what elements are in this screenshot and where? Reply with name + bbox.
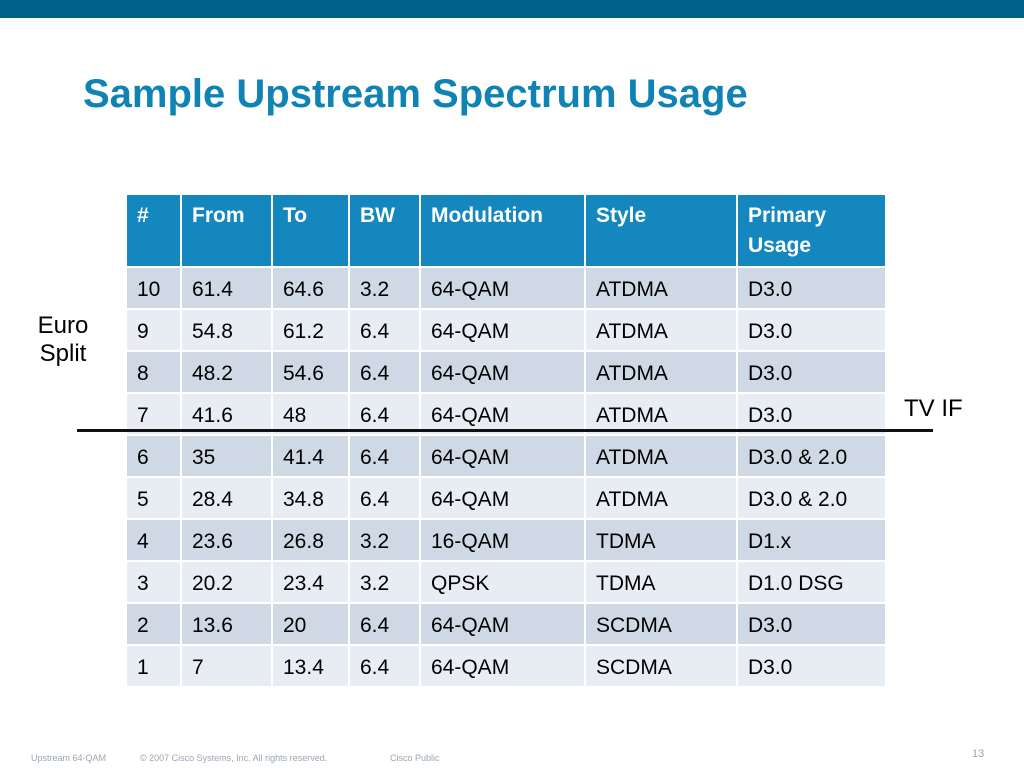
cell-modulation: 64-QAM <box>419 392 586 436</box>
cell-modulation: 64-QAM <box>419 308 586 352</box>
cell-style: ATDMA <box>584 350 738 394</box>
cell-bw: 6.4 <box>348 434 421 478</box>
cell-to: 48 <box>271 392 350 436</box>
cell-primary-usage: D1.0 DSG <box>736 560 887 604</box>
cell-modulation: QPSK <box>419 560 586 604</box>
table-row: 4 23.6 26.8 3.2 16-QAM TDMA D1.x <box>125 518 887 562</box>
table-row: 7 41.6 48 6.4 64-QAM ATDMA D3.0 <box>125 392 887 436</box>
cell-style: ATDMA <box>584 476 738 520</box>
header-modulation: Modulation <box>419 193 586 268</box>
table-row: 2 13.6 20 6.4 64-QAM SCDMA D3.0 <box>125 602 887 646</box>
cell-number: 3 <box>125 560 182 604</box>
header-bw: BW <box>348 193 421 268</box>
cell-from: 41.6 <box>180 392 273 436</box>
cell-primary-usage: D1.x <box>736 518 887 562</box>
footer-classification: Cisco Public <box>390 753 440 763</box>
euro-split-label: Euro Split <box>37 312 89 367</box>
cell-bw: 6.4 <box>348 644 421 688</box>
table-row: 6 35 41.4 6.4 64-QAM ATDMA D3.0 & 2.0 <box>125 434 887 478</box>
cell-from: 35 <box>180 434 273 478</box>
slide-title: Sample Upstream Spectrum Usage <box>83 72 748 116</box>
cell-modulation: 64-QAM <box>419 644 586 688</box>
cell-primary-usage: D3.0 <box>736 644 887 688</box>
cell-style: SCDMA <box>584 602 738 646</box>
cell-from: 61.4 <box>180 266 273 310</box>
table-row: 5 28.4 34.8 6.4 64-QAM ATDMA D3.0 & 2.0 <box>125 476 887 520</box>
header-primary-usage: Primary Usage <box>736 193 887 268</box>
cell-bw: 3.2 <box>348 266 421 310</box>
tv-if-label: TV IF <box>904 395 963 422</box>
cell-from: 13.6 <box>180 602 273 646</box>
page-number: 13 <box>972 748 985 760</box>
cell-primary-usage: D3.0 <box>736 308 887 352</box>
table-row: 1 7 13.4 6.4 64-QAM SCDMA D3.0 <box>125 644 887 688</box>
table-row: 3 20.2 23.4 3.2 QPSK TDMA D1.0 DSG <box>125 560 887 604</box>
cell-to: 26.8 <box>271 518 350 562</box>
cell-modulation: 64-QAM <box>419 602 586 646</box>
cell-number: 9 <box>125 308 182 352</box>
cell-bw: 3.2 <box>348 560 421 604</box>
cell-number: 5 <box>125 476 182 520</box>
cell-number: 8 <box>125 350 182 394</box>
top-accent-bar <box>0 0 1024 18</box>
cell-to: 23.4 <box>271 560 350 604</box>
cell-primary-usage: D3.0 <box>736 602 887 646</box>
footer-left-text: Upstream 64-QAM <box>31 753 107 763</box>
table-row: 10 61.4 64.6 3.2 64-QAM ATDMA D3.0 <box>125 266 887 310</box>
cell-to: 13.4 <box>271 644 350 688</box>
cell-style: ATDMA <box>584 392 738 436</box>
cell-to: 61.2 <box>271 308 350 352</box>
cell-primary-usage: D3.0 & 2.0 <box>736 434 887 478</box>
cell-to: 34.8 <box>271 476 350 520</box>
cell-primary-usage: D3.0 <box>736 266 887 310</box>
cell-from: 23.6 <box>180 518 273 562</box>
cell-modulation: 64-QAM <box>419 350 586 394</box>
cell-bw: 6.4 <box>348 392 421 436</box>
cell-style: TDMA <box>584 560 738 604</box>
cell-from: 48.2 <box>180 350 273 394</box>
cell-style: ATDMA <box>584 266 738 310</box>
header-number: # <box>125 193 182 268</box>
cell-primary-usage: D3.0 <box>736 350 887 394</box>
cell-bw: 6.4 <box>348 602 421 646</box>
cell-primary-usage: D3.0 & 2.0 <box>736 476 887 520</box>
cell-modulation: 64-QAM <box>419 434 586 478</box>
cell-modulation: 16-QAM <box>419 518 586 562</box>
cell-style: ATDMA <box>584 308 738 352</box>
cell-style: ATDMA <box>584 434 738 478</box>
cell-number: 6 <box>125 434 182 478</box>
cell-modulation: 64-QAM <box>419 476 586 520</box>
header-to: To <box>271 193 350 268</box>
cell-to: 54.6 <box>271 350 350 394</box>
split-divider-line <box>77 429 933 432</box>
table-header-row: # From To BW Modulation Style Primary Us… <box>125 193 887 268</box>
table-row: 9 54.8 61.2 6.4 64-QAM ATDMA D3.0 <box>125 308 887 352</box>
cell-bw: 6.4 <box>348 476 421 520</box>
header-from: From <box>180 193 273 268</box>
cell-from: 54.8 <box>180 308 273 352</box>
spectrum-table: # From To BW Modulation Style Primary Us… <box>125 193 887 688</box>
cell-number: 1 <box>125 644 182 688</box>
cell-style: SCDMA <box>584 644 738 688</box>
cell-bw: 3.2 <box>348 518 421 562</box>
cell-from: 20.2 <box>180 560 273 604</box>
footer-copyright: © 2007 Cisco Systems, Inc. All rights re… <box>140 753 328 763</box>
cell-bw: 6.4 <box>348 350 421 394</box>
cell-from: 7 <box>180 644 273 688</box>
cell-to: 20 <box>271 602 350 646</box>
cell-number: 10 <box>125 266 182 310</box>
cell-number: 7 <box>125 392 182 436</box>
cell-modulation: 64-QAM <box>419 266 586 310</box>
cell-primary-usage: D3.0 <box>736 392 887 436</box>
cell-from: 28.4 <box>180 476 273 520</box>
cell-style: TDMA <box>584 518 738 562</box>
cell-bw: 6.4 <box>348 308 421 352</box>
header-style: Style <box>584 193 738 268</box>
cell-number: 4 <box>125 518 182 562</box>
cell-to: 64.6 <box>271 266 350 310</box>
cell-to: 41.4 <box>271 434 350 478</box>
table-row: 8 48.2 54.6 6.4 64-QAM ATDMA D3.0 <box>125 350 887 394</box>
cell-number: 2 <box>125 602 182 646</box>
